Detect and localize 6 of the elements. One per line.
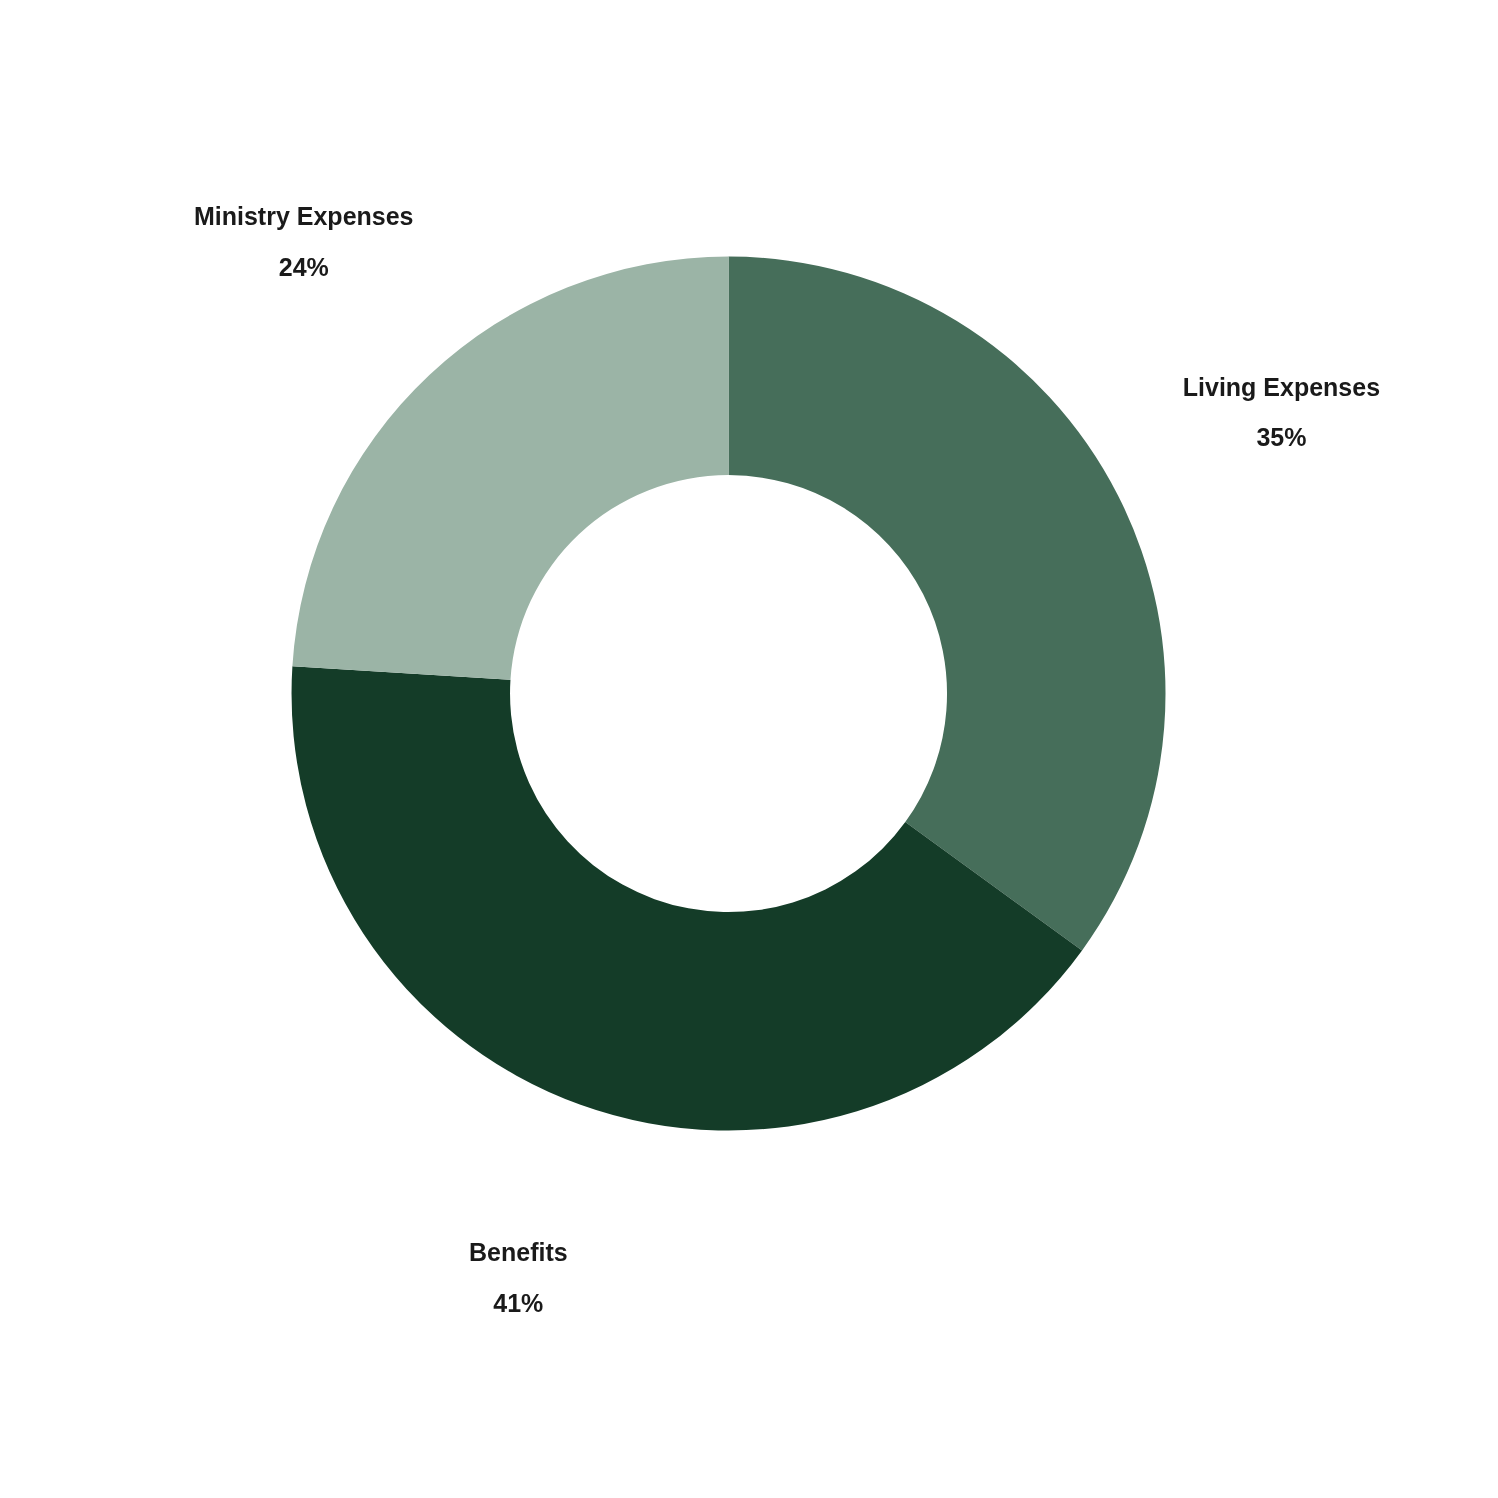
slice-label: Living Expenses xyxy=(1182,372,1381,401)
data-label: 35% xyxy=(1256,423,1307,452)
data-label: 24% xyxy=(278,252,329,281)
data-label: 41% xyxy=(493,1288,544,1317)
slice-label: Ministry Expenses xyxy=(193,201,414,230)
slice-label: Benefits xyxy=(469,1238,568,1267)
